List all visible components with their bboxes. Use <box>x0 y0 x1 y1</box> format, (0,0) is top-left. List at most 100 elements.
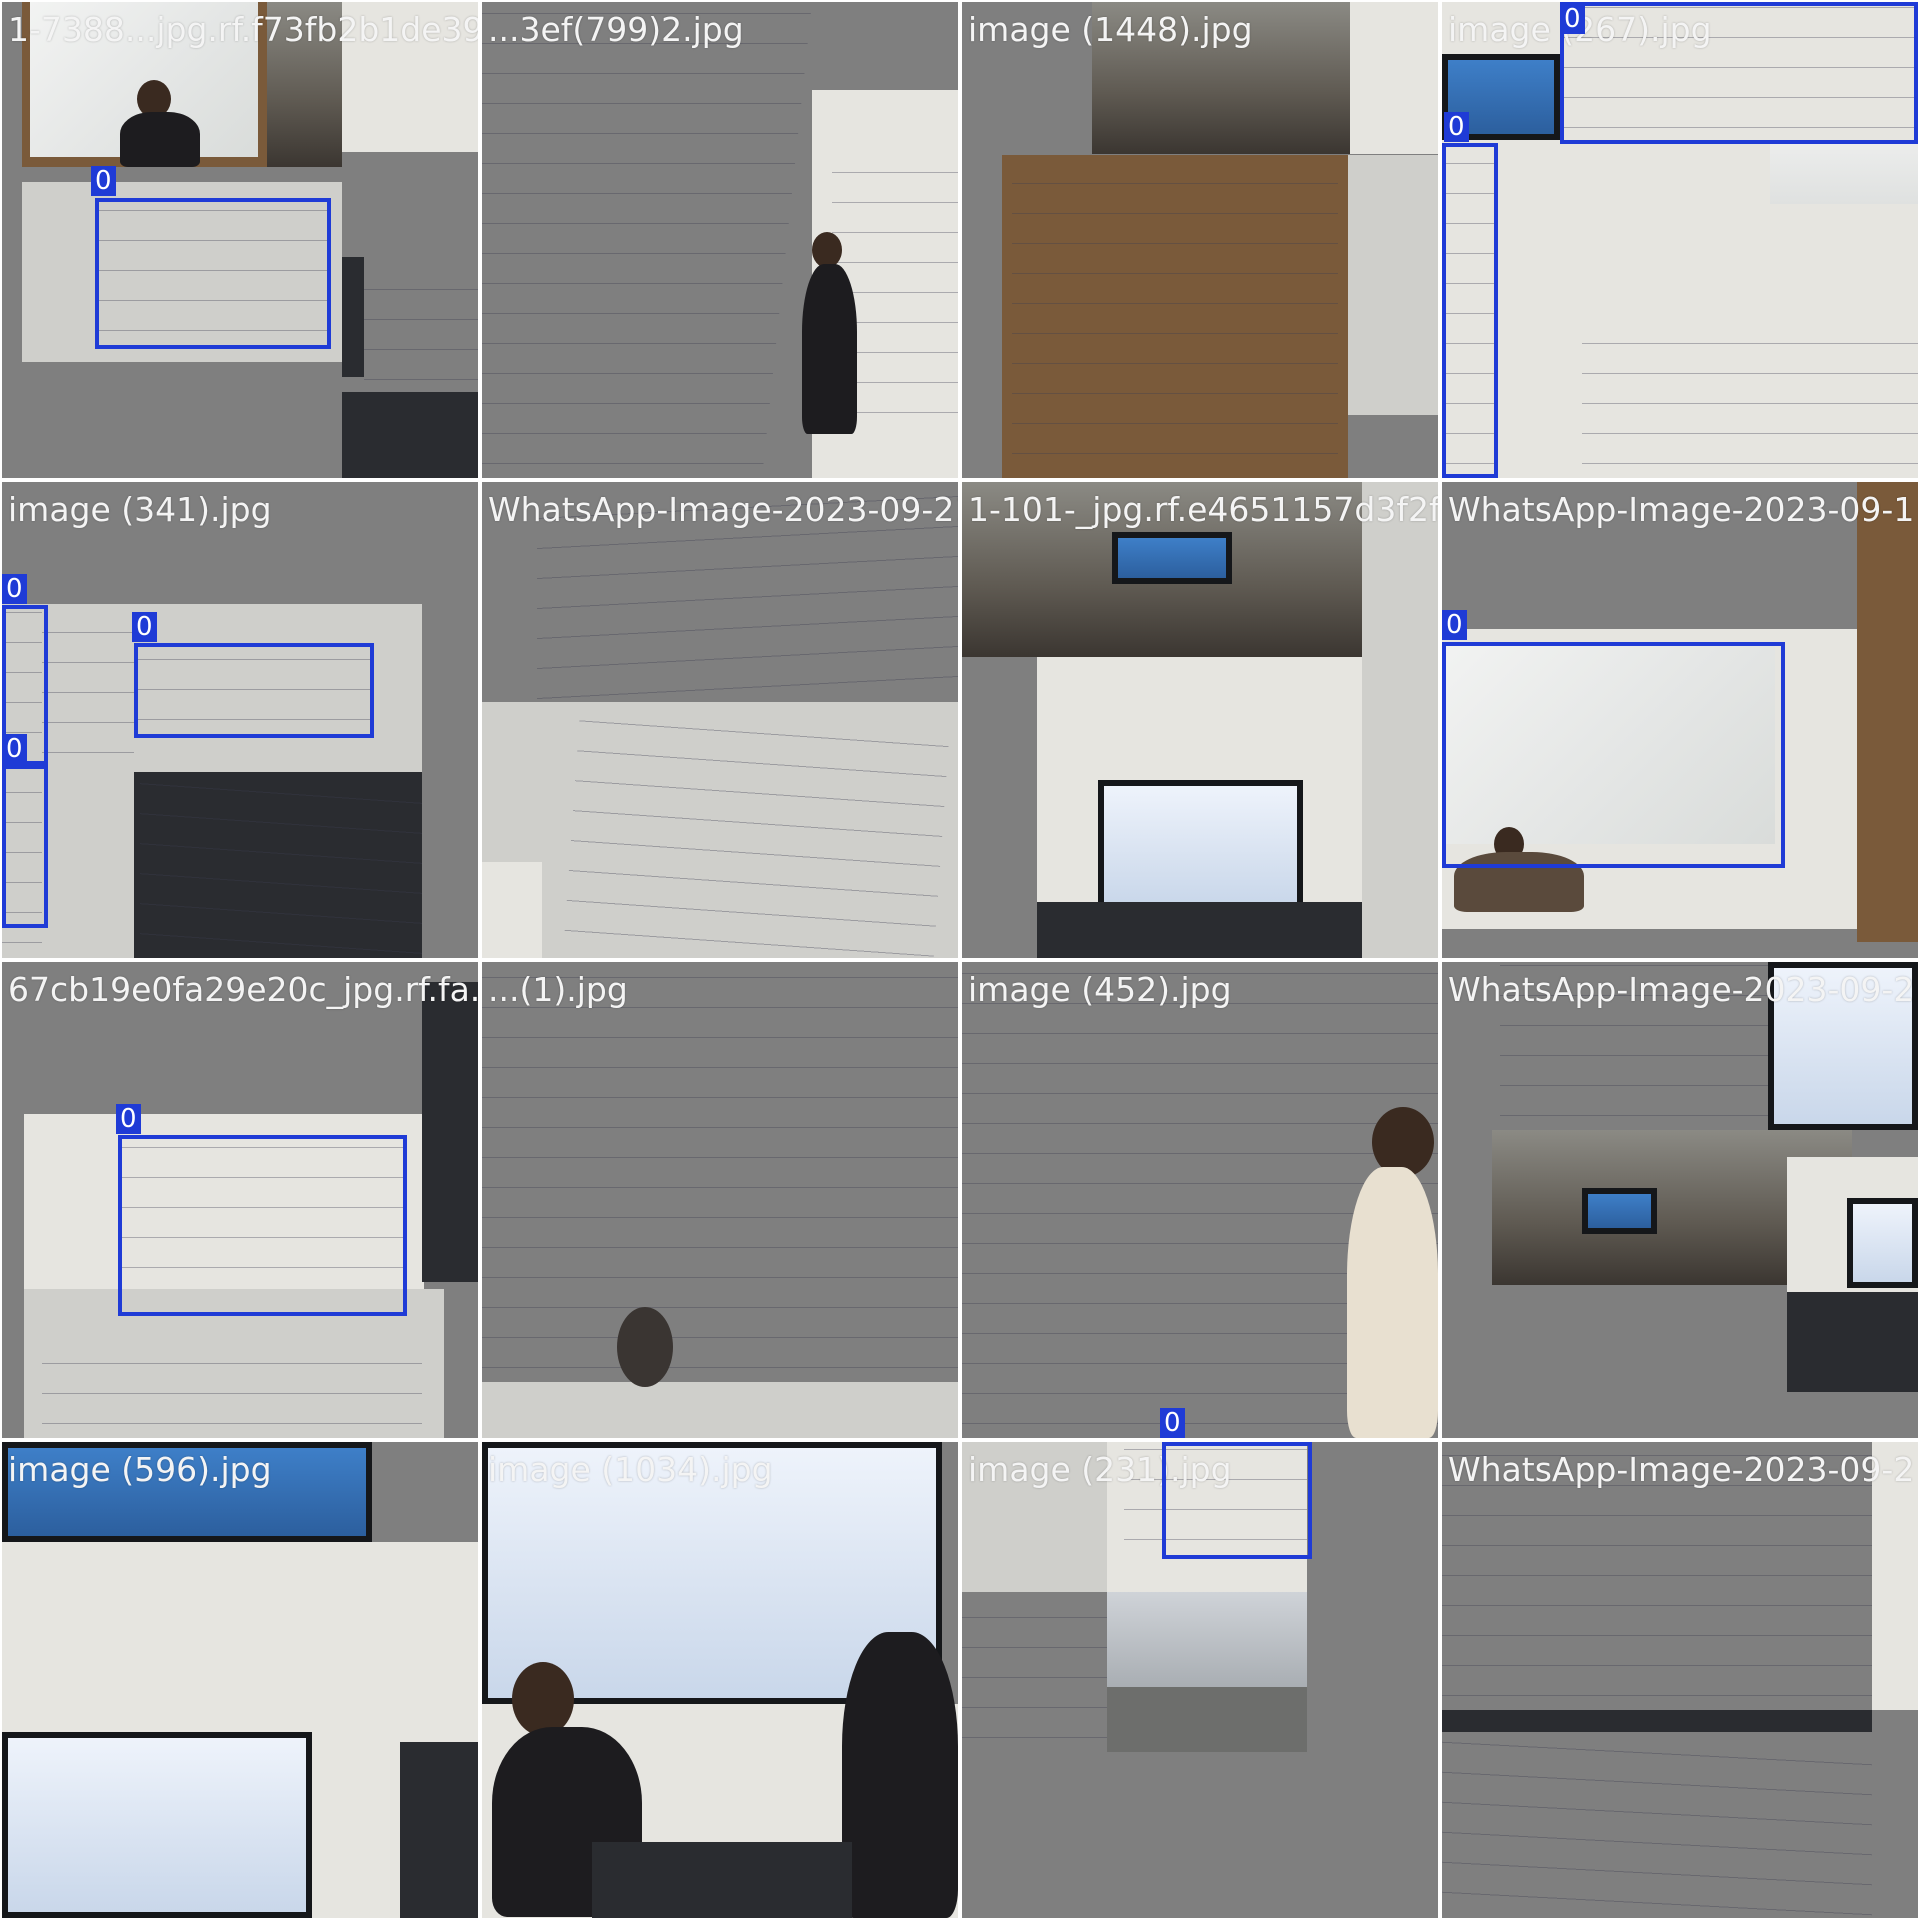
photo-wall <box>962 1442 1107 1592</box>
tile-filename: image (341).jpg <box>8 490 272 529</box>
photo-whiteboard <box>140 770 422 958</box>
bounding-box <box>1162 1442 1312 1559</box>
photo-person-head <box>1372 1107 1434 1177</box>
tile-filename: WhatsApp-Image-2023-09-1 <box>1448 490 1915 529</box>
photo-whiteboard <box>364 264 478 394</box>
bounding-box <box>118 1135 407 1316</box>
photo-edge <box>422 982 478 1282</box>
mosaic-tile: image (452).jpg 0 <box>962 962 1438 1438</box>
photo-wall <box>1362 482 1438 958</box>
tile-filename: ...(1).jpg <box>488 970 628 1009</box>
photo-audience <box>1037 902 1362 958</box>
photo-whiteboard <box>482 962 958 1382</box>
class-label: 0 <box>132 612 157 642</box>
mosaic-tile: 0 WhatsApp-Image-2023-09-1 <box>1442 482 1918 958</box>
photo-screen <box>1112 532 1232 584</box>
mosaic-tile: 0 67cb19e0fa29e20c_jpg.rf.fa... <box>2 962 478 1438</box>
photo-wall <box>24 1114 424 1289</box>
photo-wall <box>482 702 958 958</box>
tile-filename: WhatsApp-Image-2023-09-21-at-1-34-21-PM <box>488 490 958 529</box>
mosaic-tile: WhatsApp-Image-2023-09-21-at-1-34-21-PM <box>482 482 958 958</box>
photo-person <box>482 862 542 958</box>
mosaic-tile: image (596).jpg <box>2 1442 478 1918</box>
tile-filename: 1-101-_jpg.rf.e4651157d3f2f35a4206bad5 <box>968 490 1438 529</box>
tile-filename: image (596).jpg <box>8 1450 272 1489</box>
mosaic-tile: WhatsApp-Image-2023-09-2 <box>1442 962 1918 1438</box>
bounding-box <box>1442 143 1498 478</box>
photo-whiteboard <box>1500 962 1768 1130</box>
class-label: 0 <box>2 574 27 604</box>
photo-board-frame <box>1857 482 1918 942</box>
photo-wall <box>482 1382 958 1438</box>
photo-whiteboard <box>1442 1442 1872 1710</box>
photo-desk <box>592 1842 852 1918</box>
photo-whiteboard <box>1124 1442 1307 1554</box>
photo-whiteboard <box>120 1137 405 1312</box>
photo-whiteboard <box>42 1352 422 1438</box>
photo-person <box>1347 1167 1438 1438</box>
photo-whiteboard <box>1442 1720 1872 1918</box>
photo-wall <box>1872 1442 1918 1710</box>
photo-monitor <box>342 257 364 377</box>
mosaic-tile: 0 1-7388...jpg.rf.f73fb2b1de398 <box>2 2 478 478</box>
photo-whiteboard <box>134 642 370 734</box>
photo-screen <box>1768 962 1918 1130</box>
photo-person-head <box>137 80 171 118</box>
photo-person <box>1454 852 1584 912</box>
photo-whiteboard <box>97 200 329 345</box>
class-label: 0 <box>116 1104 141 1134</box>
photo-audience <box>1787 1292 1918 1392</box>
tile-filename: image (231).jpg <box>968 1450 1232 1489</box>
photo-person <box>802 264 857 434</box>
bounding-box <box>1442 642 1785 868</box>
class-label: 0 <box>2 734 27 764</box>
photo-screen <box>482 1442 942 1704</box>
class-label: 0 <box>1560 4 1585 34</box>
mosaic-tile: image (1448).jpg <box>962 2 1438 478</box>
photo-screen <box>1582 1188 1657 1234</box>
photo-whiteboard <box>42 607 134 767</box>
class-label: 0 <box>1444 112 1469 142</box>
photo-person-head <box>812 232 842 268</box>
photo-person <box>400 1742 478 1918</box>
photo-screen <box>2 1732 312 1918</box>
photo-whiteboard <box>1012 165 1338 468</box>
photo-whiteboard-frame <box>1002 155 1348 478</box>
photo-person <box>120 112 200 167</box>
photo-audience <box>1442 1710 1872 1732</box>
tile-filename: image (1034).jpg <box>488 1450 773 1489</box>
class-label: 0 <box>1160 1408 1185 1438</box>
class-label: 0 <box>1442 610 1467 640</box>
mosaic-tile: image (231).jpg <box>962 1442 1438 1918</box>
photo-wall <box>342 2 478 152</box>
photo-whiteboard <box>1582 337 1918 478</box>
mosaic-tile: 1-101-_jpg.rf.e4651157d3f2f35a4206bad5 <box>962 482 1438 958</box>
photo-person <box>842 1632 958 1918</box>
photo-whiteboard <box>962 1592 1107 1752</box>
photo-person-head <box>512 1662 574 1736</box>
tile-filename: image (452).jpg <box>968 970 1232 1009</box>
photo-whiteboard <box>1442 142 1498 478</box>
photo-wall <box>22 182 342 362</box>
photo-wall <box>1350 2 1438 154</box>
photo-whiteboard <box>2 607 42 957</box>
photo-screen <box>2 1442 372 1542</box>
tile-filename: WhatsApp-Image-2023-09-2 <box>1448 1450 1915 1489</box>
mosaic-tile: WhatsApp-Image-2023-09-2 <box>1442 1442 1918 1918</box>
bounding-box <box>134 643 374 738</box>
photo-wall <box>1348 155 1438 415</box>
tile-filename: 67cb19e0fa29e20c_jpg.rf.fa... <box>8 970 478 1009</box>
photo-person-head <box>617 1307 673 1387</box>
photo-whiteboard <box>482 2 812 478</box>
tile-filename: ...3ef(799)2.jpg <box>488 10 744 49</box>
mosaic-tile: image (1034).jpg <box>482 1442 958 1918</box>
bounding-box <box>2 765 48 928</box>
photo-audience <box>342 392 478 478</box>
mosaic-tile: 0 0 0 image (341).jpg <box>2 482 478 958</box>
photo-wall <box>1107 1442 1307 1592</box>
photo-screen <box>1098 780 1303 910</box>
photo-classroom <box>134 772 422 958</box>
bounding-box <box>95 198 331 349</box>
photo-whiteboard <box>563 694 951 958</box>
